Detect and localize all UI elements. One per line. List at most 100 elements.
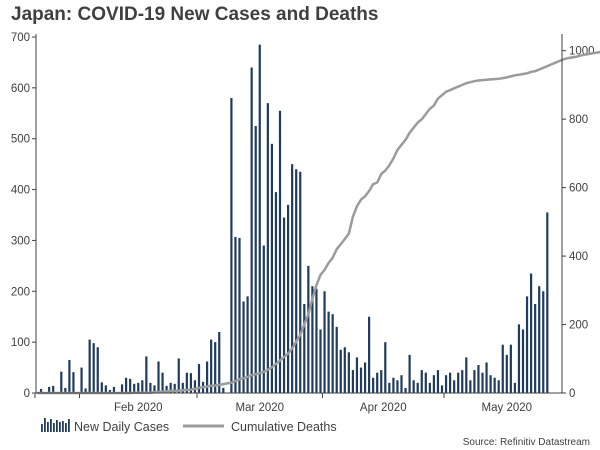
bar [530, 273, 533, 393]
legend-bar-mark [47, 422, 49, 432]
bar [376, 372, 379, 393]
bar [408, 354, 411, 393]
bar [509, 344, 512, 393]
bar [424, 372, 427, 393]
bar [104, 385, 107, 393]
left-axis-ticks: 0 100 200 300 400 500 600 700 [11, 32, 36, 400]
bar [489, 375, 492, 393]
x-tick-label: Feb 2020 [114, 402, 163, 414]
legend-bar-mark [50, 419, 52, 432]
bar [197, 364, 201, 393]
bar [181, 382, 184, 393]
source-note: Source: Refinitiv Datastream [463, 437, 590, 448]
right-tick-label: 800 [569, 114, 588, 126]
legend-bar-mark [56, 420, 58, 432]
bar [72, 372, 75, 393]
bar [84, 388, 87, 393]
bar [534, 304, 537, 393]
bar [278, 110, 282, 393]
bar [129, 378, 132, 393]
bar [165, 385, 168, 393]
bar [453, 380, 456, 393]
bar [444, 375, 448, 393]
bar [501, 344, 504, 393]
bar [343, 347, 346, 393]
bar [210, 339, 213, 393]
bar [230, 98, 233, 394]
left-tick-label: 200 [11, 286, 30, 298]
bar [108, 389, 111, 393]
bar [432, 375, 435, 393]
bar [250, 67, 253, 393]
bar-series-new-daily-cases [35, 44, 549, 394]
legend-bar-mark [65, 423, 67, 432]
right-tick-label: 200 [569, 320, 588, 332]
bar [465, 357, 468, 393]
legend: New Daily Cases Cumulative Deaths [41, 418, 337, 434]
bar [266, 103, 269, 393]
bar [521, 329, 525, 393]
bar [125, 377, 128, 393]
bar [416, 382, 419, 393]
bar [323, 291, 326, 393]
bar [355, 357, 359, 393]
legend-bar-mark [68, 419, 70, 432]
bar [388, 382, 391, 393]
bar [274, 192, 278, 393]
bar [295, 169, 298, 393]
bar [120, 384, 124, 393]
bar [218, 331, 221, 393]
bar [64, 387, 67, 393]
bar [92, 343, 95, 393]
bar [222, 387, 225, 393]
bar [396, 380, 399, 393]
bar [157, 361, 160, 393]
bar [262, 245, 265, 393]
bar [161, 372, 164, 393]
bar [546, 212, 549, 393]
line-series-cumulative-deaths [37, 50, 600, 395]
bar [133, 383, 136, 393]
bar [339, 349, 342, 393]
bar [384, 342, 387, 393]
bar [335, 326, 338, 393]
legend-bar-mark [59, 422, 61, 432]
bar [88, 339, 91, 393]
x-tick-label: Apr 2020 [360, 402, 407, 414]
bar [299, 171, 302, 393]
left-tick-label: 600 [11, 83, 30, 95]
bar [517, 324, 521, 393]
legend-bar-mark [53, 423, 55, 432]
bar [392, 377, 395, 393]
bar [287, 204, 290, 393]
bar [440, 385, 444, 393]
bar [149, 382, 152, 393]
bar [461, 370, 464, 393]
bar [420, 370, 423, 393]
bar [485, 362, 488, 393]
bar [193, 380, 197, 393]
bar [493, 377, 496, 393]
bar [469, 380, 472, 393]
bar [246, 296, 249, 393]
legend-label-cumulative-deaths: Cumulative Deaths [231, 420, 337, 434]
bar [254, 126, 257, 393]
bar [497, 380, 500, 393]
bar [185, 372, 188, 393]
bar [359, 367, 363, 393]
left-tick-label: 500 [11, 134, 30, 146]
bar [351, 370, 354, 393]
bar [368, 316, 371, 393]
bar [238, 237, 241, 393]
bar [282, 217, 286, 393]
bar [412, 380, 415, 393]
bar [327, 311, 330, 393]
bar [145, 356, 148, 393]
bar [169, 382, 172, 393]
bar [473, 370, 476, 393]
bar [404, 387, 407, 393]
bar [68, 359, 71, 393]
bar [80, 367, 83, 393]
